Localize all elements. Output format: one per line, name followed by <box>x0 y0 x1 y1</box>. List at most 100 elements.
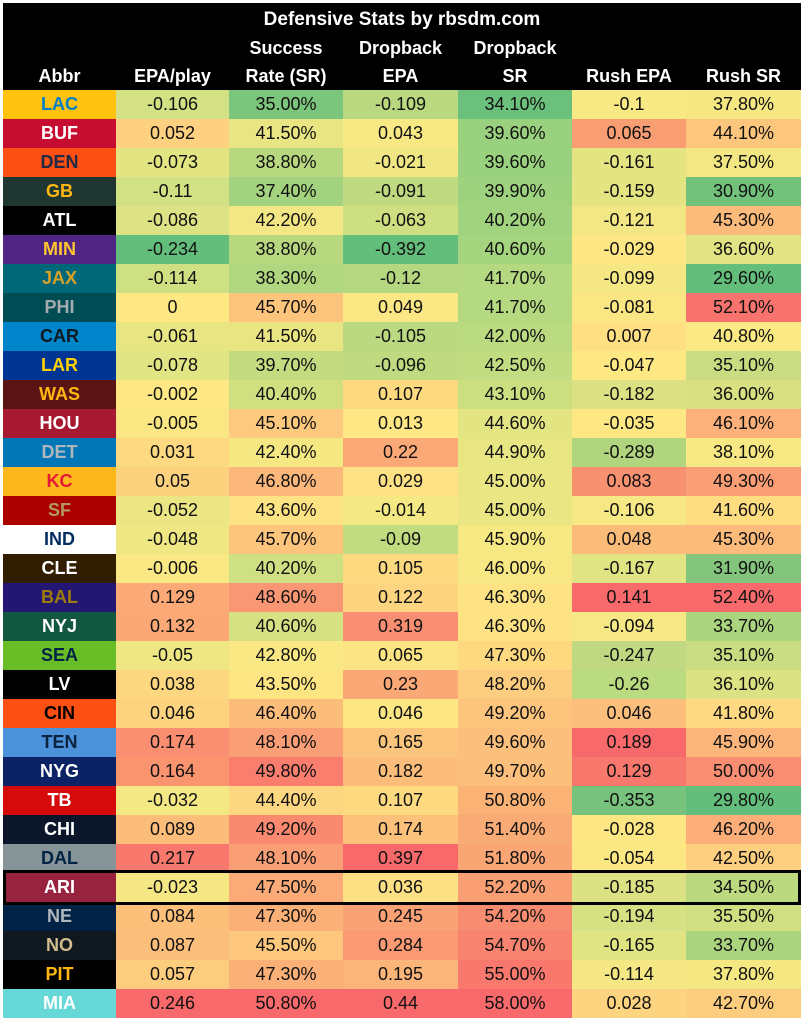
value-cell-epa: 0.129 <box>116 583 229 612</box>
value-cell-db_sr: 39.90% <box>458 177 572 206</box>
value-cell-rush_sr: 46.20% <box>686 815 801 844</box>
value-cell-sr: 38.80% <box>229 148 343 177</box>
value-cell-db_epa: 0.22 <box>343 438 458 467</box>
value-cell-db_sr: 44.90% <box>458 438 572 467</box>
value-cell-db_sr: 45.00% <box>458 496 572 525</box>
team-abbr-cell: SEA <box>3 641 116 670</box>
value-cell-db_sr: 42.50% <box>458 351 572 380</box>
value-cell-epa: -0.234 <box>116 235 229 264</box>
value-cell-epa: 0.05 <box>116 467 229 496</box>
table-row-det: DET 0.031 42.40% 0.22 44.90% -0.289 38.10% <box>3 438 801 467</box>
value-cell-db_epa: -0.014 <box>343 496 458 525</box>
value-cell-db_epa: 0.174 <box>343 815 458 844</box>
value-cell-rush_sr: 35.10% <box>686 351 801 380</box>
table-row-ind: IND -0.048 45.70% -0.09 45.90% 0.048 45.30% <box>3 525 801 554</box>
value-cell-db_epa: -0.021 <box>343 148 458 177</box>
value-cell-rush_epa: 0.083 <box>572 467 686 496</box>
table-row-hou: HOU -0.005 45.10% 0.013 44.60% -0.035 46.10% <box>3 409 801 438</box>
table-row-den: DEN -0.073 38.80% -0.021 39.60% -0.161 37.50% <box>3 148 801 177</box>
value-cell-rush_sr: 45.90% <box>686 728 801 757</box>
table-row-lv: LV 0.038 43.50% 0.23 48.20% -0.26 36.10% <box>3 670 801 699</box>
value-cell-rush_epa: -0.161 <box>572 148 686 177</box>
column-header-db_epa-line-2: EPA <box>382 66 419 86</box>
value-cell-rush_epa: -0.159 <box>572 177 686 206</box>
value-cell-rush_epa: -0.194 <box>572 902 686 931</box>
team-abbr-cell: CAR <box>3 322 116 351</box>
table-title: Defensive Stats by rbsdm.com <box>263 9 541 30</box>
value-cell-rush_sr: 35.10% <box>686 641 801 670</box>
value-cell-db_epa: 0.013 <box>343 409 458 438</box>
value-cell-rush_epa: -0.182 <box>572 380 686 409</box>
value-cell-db_epa: 0.245 <box>343 902 458 931</box>
value-cell-rush_sr: 34.50% <box>686 873 801 902</box>
team-abbr-cell: GB <box>3 177 116 206</box>
value-cell-rush_epa: -0.054 <box>572 844 686 873</box>
value-cell-rush_epa: -0.035 <box>572 409 686 438</box>
value-cell-db_epa: 0.44 <box>343 989 458 1018</box>
value-cell-db_sr: 41.70% <box>458 293 572 322</box>
table-body: LAC -0.106 35.00% -0.109 34.10% -0.1 37.80% BUF… <box>3 90 801 1018</box>
value-cell-rush_epa: -0.028 <box>572 815 686 844</box>
value-cell-rush_sr: 42.50% <box>686 844 801 873</box>
team-abbr-cell: PHI <box>3 293 116 322</box>
value-cell-db_sr: 40.60% <box>458 235 572 264</box>
value-cell-epa: -0.023 <box>116 873 229 902</box>
value-cell-epa: 0.038 <box>116 670 229 699</box>
table-row-nyj: NYJ 0.132 40.60% 0.319 46.30% -0.094 33.70% <box>3 612 801 641</box>
value-cell-rush_sr: 40.80% <box>686 322 801 351</box>
value-cell-rush_epa: -0.029 <box>572 235 686 264</box>
value-cell-db_epa: -0.091 <box>343 177 458 206</box>
table-row-cle: CLE -0.006 40.20% 0.105 46.00% -0.167 31.90% <box>3 554 801 583</box>
value-cell-epa: -0.002 <box>116 380 229 409</box>
value-cell-epa: 0.057 <box>116 960 229 989</box>
value-cell-db_epa: 0.165 <box>343 728 458 757</box>
value-cell-rush_epa: 0.007 <box>572 322 686 351</box>
value-cell-sr: 45.50% <box>229 931 343 960</box>
value-cell-epa: -0.061 <box>116 322 229 351</box>
value-cell-rush_sr: 50.00% <box>686 757 801 786</box>
value-cell-db_epa: 0.043 <box>343 119 458 148</box>
team-abbr-cell: NO <box>3 931 116 960</box>
value-cell-db_sr: 40.20% <box>458 206 572 235</box>
team-abbr-cell: LV <box>3 670 116 699</box>
value-cell-epa: -0.078 <box>116 351 229 380</box>
column-header-db_sr-line-2: SR <box>502 66 528 86</box>
value-cell-db_sr: 43.10% <box>458 380 572 409</box>
value-cell-rush_sr: 37.80% <box>686 960 801 989</box>
value-cell-db_sr: 52.20% <box>458 873 572 902</box>
value-cell-db_epa: 0.23 <box>343 670 458 699</box>
value-cell-sr: 39.70% <box>229 351 343 380</box>
value-cell-rush_sr: 36.00% <box>686 380 801 409</box>
value-cell-rush_epa: -0.247 <box>572 641 686 670</box>
value-cell-db_epa: -0.105 <box>343 322 458 351</box>
value-cell-epa: 0.164 <box>116 757 229 786</box>
value-cell-epa: -0.006 <box>116 554 229 583</box>
value-cell-db_epa: 0.284 <box>343 931 458 960</box>
team-abbr-cell: SF <box>3 496 116 525</box>
value-cell-rush_epa: -0.26 <box>572 670 686 699</box>
team-abbr-cell: MIN <box>3 235 116 264</box>
value-cell-epa: -0.106 <box>116 90 229 119</box>
value-cell-db_epa: 0.319 <box>343 612 458 641</box>
value-cell-epa: -0.05 <box>116 641 229 670</box>
value-cell-db_sr: 46.00% <box>458 554 572 583</box>
table-row-dal: DAL 0.217 48.10% 0.397 51.80% -0.054 42.50% <box>3 844 801 873</box>
table-row-bal: BAL 0.129 48.60% 0.122 46.30% 0.141 52.40% <box>3 583 801 612</box>
team-abbr-cell: DAL <box>3 844 116 873</box>
value-cell-epa: -0.11 <box>116 177 229 206</box>
value-cell-rush_epa: 0.028 <box>572 989 686 1018</box>
value-cell-rush_sr: 37.80% <box>686 90 801 119</box>
value-cell-epa: -0.032 <box>116 786 229 815</box>
team-abbr-cell: NYJ <box>3 612 116 641</box>
value-cell-rush_epa: -0.1 <box>572 90 686 119</box>
value-cell-epa: 0.089 <box>116 815 229 844</box>
column-header-rush_epa-line-2: Rush EPA <box>586 66 672 86</box>
stats-table: Defensive Stats by rbsdm.com Abbr EPA/pla… <box>3 3 801 1018</box>
value-cell-db_sr: 50.80% <box>458 786 572 815</box>
value-cell-rush_epa: 0.141 <box>572 583 686 612</box>
value-cell-rush_sr: 37.50% <box>686 148 801 177</box>
value-cell-sr: 41.50% <box>229 119 343 148</box>
value-cell-epa: -0.073 <box>116 148 229 177</box>
value-cell-db_sr: 39.60% <box>458 119 572 148</box>
value-cell-sr: 43.60% <box>229 496 343 525</box>
